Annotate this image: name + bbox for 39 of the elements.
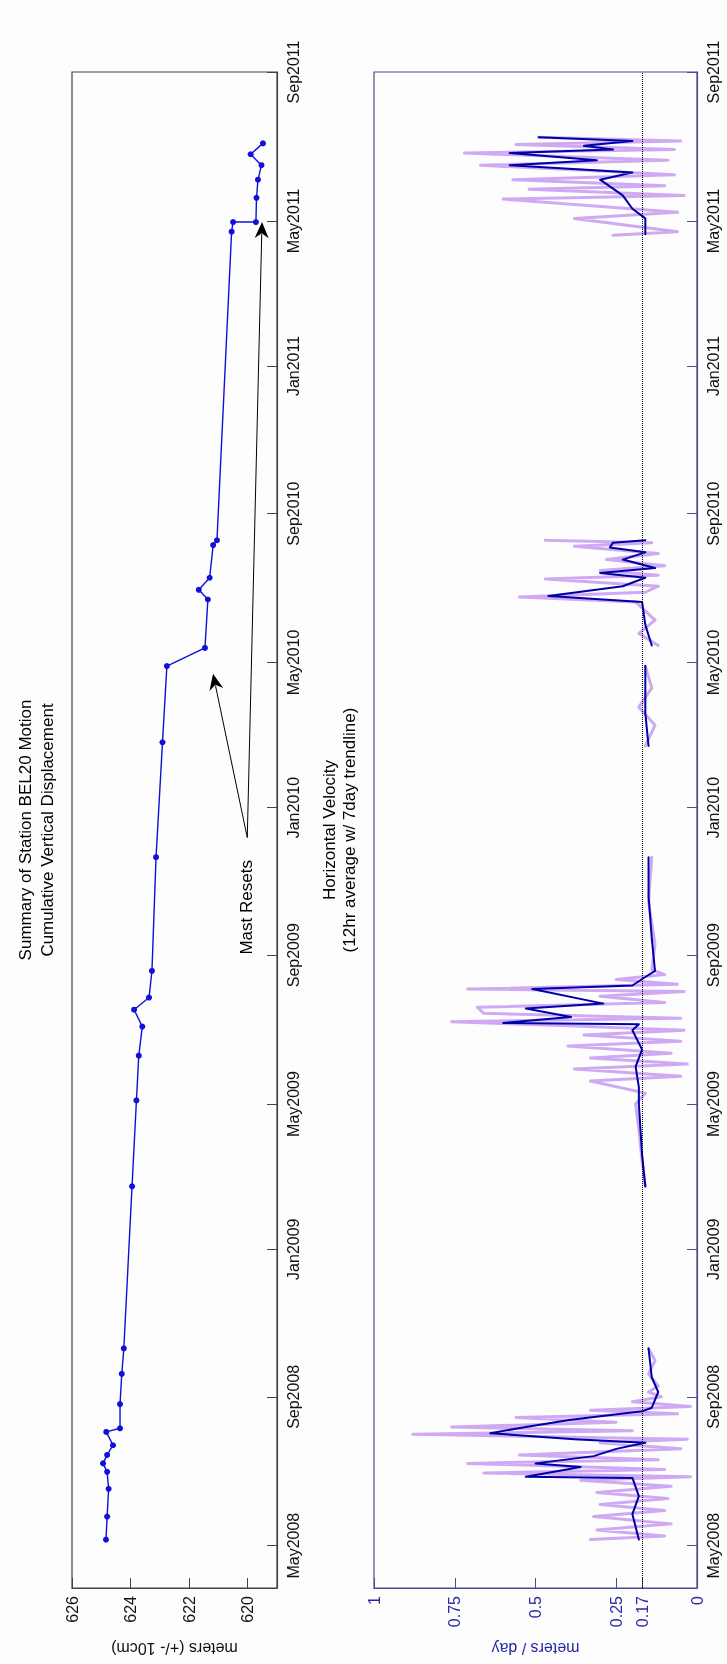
x-axis-title: meters / day (491, 1639, 580, 1657)
y-tick-label: Sep2011 (284, 40, 302, 104)
y-tick-label: Jan2010 (284, 776, 302, 839)
y-tick-label: May2009 (284, 1071, 302, 1137)
x-tick-label: 622 (180, 1595, 198, 1623)
y-tick-label: Sep2010 (704, 481, 722, 546)
x-axis-title: meters (+/- 10cm) (111, 1639, 238, 1657)
x-tick-label: 0 (688, 1595, 706, 1605)
x-tick-label: 624 (122, 1595, 140, 1623)
y-tick-label: Jan2011 (284, 335, 302, 397)
x-tick-label: 0.75 (446, 1595, 464, 1628)
x-tick-label: 0.5 (527, 1595, 544, 1619)
y-tick-label: Jan2009 (704, 1218, 722, 1280)
y-tick-label: May2009 (704, 1071, 722, 1137)
text: Cumulative Vertical Displacement (37, 703, 57, 957)
text: Horizontal Velocity (319, 759, 339, 900)
x-tick-label: 1 (365, 1595, 383, 1605)
y-tick-label: May2010 (284, 629, 302, 696)
y-tick-label: Sep2010 (284, 481, 302, 546)
x-tick-label: 0.17 (633, 1595, 651, 1628)
y-tick-label: Sep2009 (704, 923, 722, 988)
annotation: Mast Resets (236, 860, 256, 955)
y-tick-label: Jan2010 (704, 776, 722, 839)
text: Summary of Station BEL20 Motion (15, 699, 35, 961)
y-tick-label: May2011 (284, 188, 302, 254)
x-tick-label: 620 (239, 1595, 257, 1623)
x-tick-label: 0.25 (607, 1595, 625, 1628)
y-tick-label: May2010 (704, 629, 722, 696)
y-tick-label: Sep2008 (704, 1364, 722, 1429)
y-tick-label: Sep2009 (284, 923, 302, 988)
y-tick-label: Sep2008 (284, 1364, 302, 1429)
y-tick-label: Jan2011 (704, 335, 722, 397)
y-tick-label: May2008 (284, 1512, 302, 1579)
text: (12hr average w/ 7day trendline) (339, 707, 359, 953)
y-tick-label: Jan2009 (284, 1218, 302, 1280)
y-tick-label: May2011 (704, 188, 722, 254)
y-tick-label: May2008 (704, 1512, 722, 1579)
y-tick-label: Sep2011 (704, 40, 722, 104)
x-tick-label: 626 (63, 1595, 81, 1623)
